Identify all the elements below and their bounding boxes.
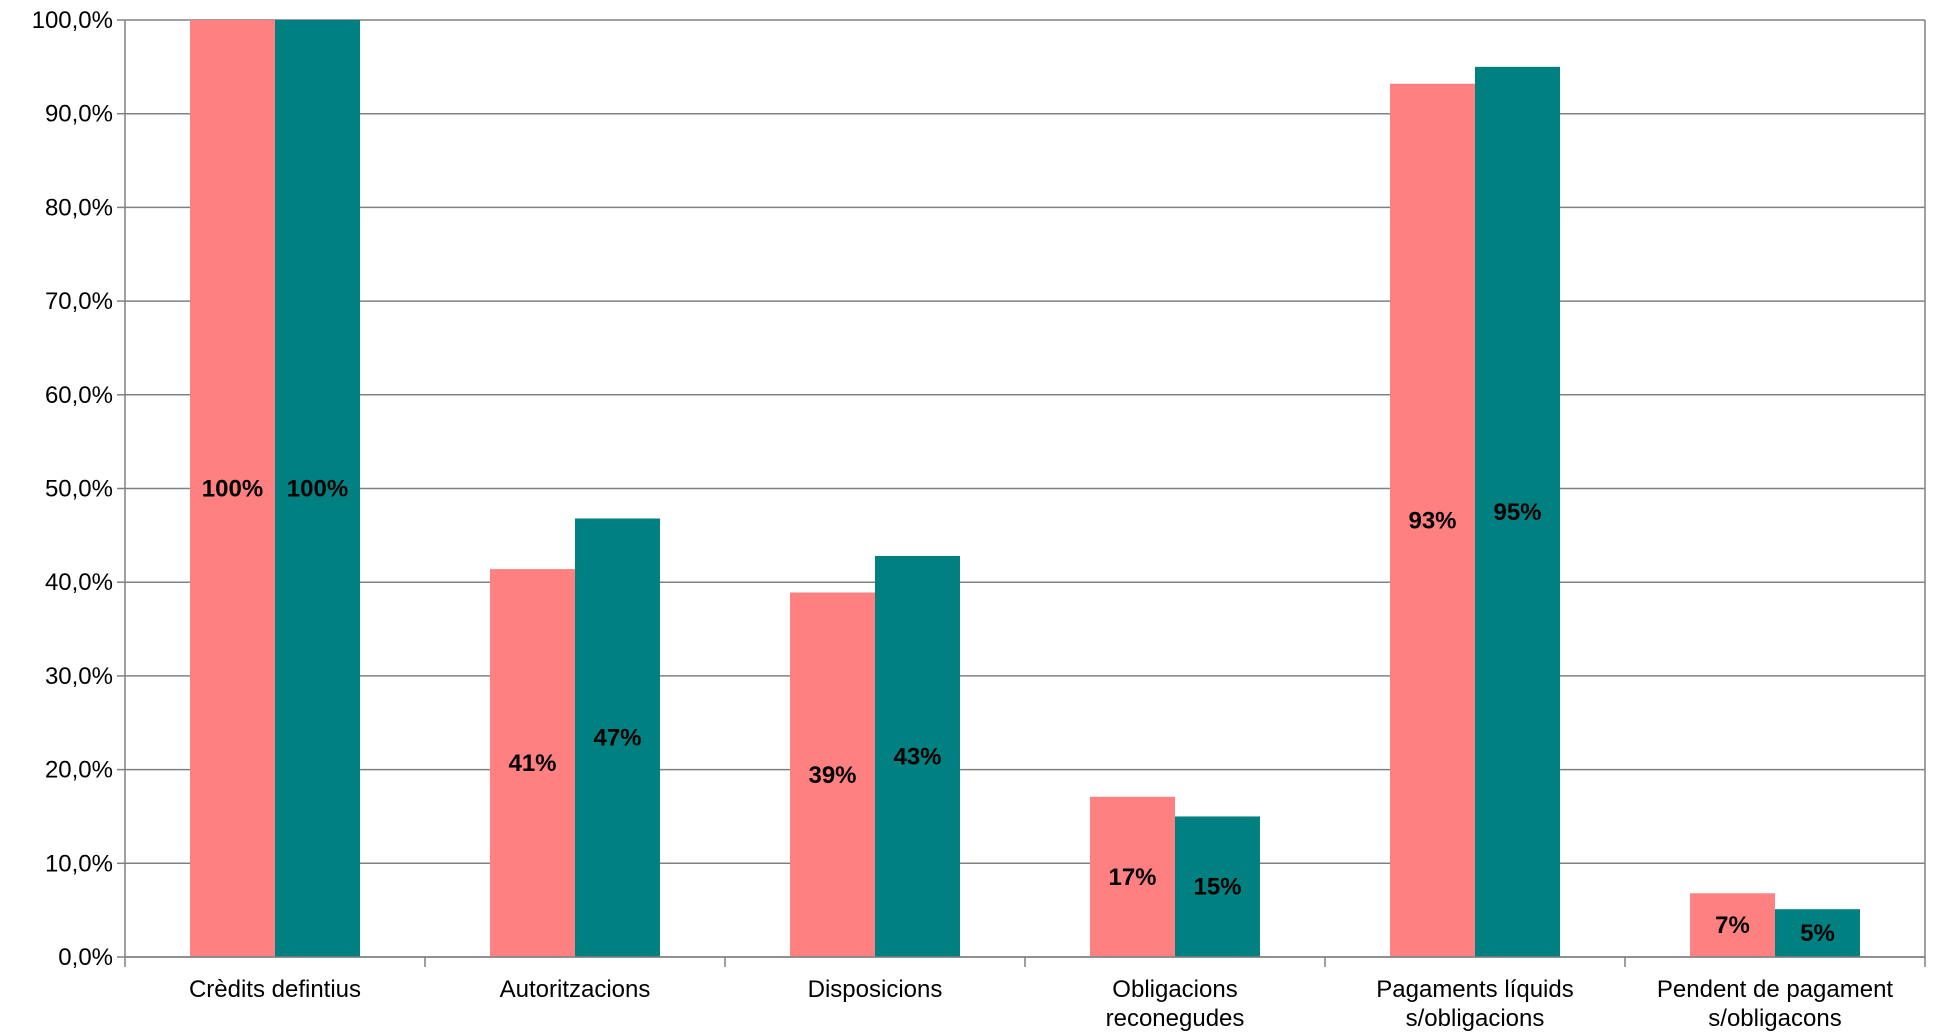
y-tick-label: 10,0% xyxy=(45,850,113,877)
y-tick-label: 20,0% xyxy=(45,757,113,784)
y-tick-label: 60,0% xyxy=(45,382,113,409)
x-tick-label: Pagaments líquids xyxy=(1376,976,1573,1003)
x-tick-label: Obligacions xyxy=(1112,976,1237,1003)
data-label: 43% xyxy=(893,743,941,770)
x-tick-label: Disposicions xyxy=(808,976,943,1003)
y-tick-label: 70,0% xyxy=(45,288,113,315)
gridlines xyxy=(125,20,1925,957)
data-label: 39% xyxy=(808,762,856,789)
y-tick-label: 0,0% xyxy=(58,944,113,971)
y-axis-ticks: 0,0% 10,0% 20,0% 30,0% 40,0% 50,0% 60,0% 70,0% 8… xyxy=(32,7,113,971)
data-label: 17% xyxy=(1108,864,1156,891)
y-tick-label: 40,0% xyxy=(45,569,113,596)
y-tick-label: 80,0% xyxy=(45,194,113,221)
data-label: 5% xyxy=(1800,920,1835,947)
data-label: 93% xyxy=(1408,507,1456,534)
x-tick-label: reconegudes xyxy=(1106,1005,1245,1032)
data-label: 41% xyxy=(508,750,556,777)
data-label: 15% xyxy=(1193,874,1241,901)
y-tick-label: 90,0% xyxy=(45,101,113,128)
x-tick-label: Crèdits defintius xyxy=(189,976,361,1003)
data-label: 100% xyxy=(287,476,348,503)
y-tick-label: 100,0% xyxy=(32,7,113,34)
data-label: 47% xyxy=(593,725,641,752)
y-tick-label: 30,0% xyxy=(45,663,113,690)
x-axis-ticks: Crèdits defintius Autoritzacions Disposici… xyxy=(189,976,1893,1032)
data-label: 100% xyxy=(202,476,263,503)
data-label: 7% xyxy=(1715,912,1750,939)
x-tick-label: s/obligacions xyxy=(1406,1005,1545,1032)
x-tick-label: Pendent de pagament xyxy=(1657,976,1894,1003)
x-tick-label: Autoritzacions xyxy=(500,976,651,1003)
y-tick-label: 50,0% xyxy=(45,476,113,503)
data-label: 95% xyxy=(1493,499,1541,526)
x-tick-label: s/obligacons xyxy=(1708,1005,1841,1032)
data-labels: 100% 100% 41% 47% 39% 43% 17% 15% 93% 95% 7% 5% xyxy=(202,476,1835,948)
axes xyxy=(117,20,1925,967)
